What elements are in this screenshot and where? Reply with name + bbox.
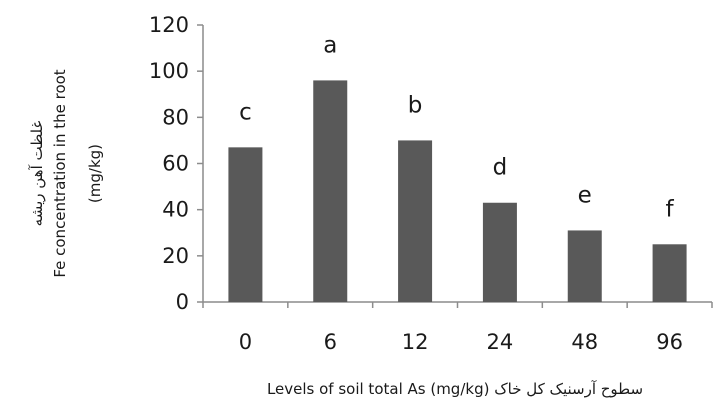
x-axis-title: Levels of soil total As (mg/kg) سطوح آرس…: [267, 380, 643, 398]
x-tick-label: 12: [402, 330, 429, 354]
x-tick-label: 96: [656, 330, 683, 354]
significance-letter: c: [239, 99, 252, 125]
bar: [313, 80, 348, 303]
significance-letter: a: [323, 32, 337, 58]
bar: [228, 147, 263, 302]
bar: [567, 230, 602, 302]
y-axis-title-line: غلظت آهن ریشه: [28, 120, 46, 226]
y-tick-label: 100: [149, 59, 189, 83]
y-axis-title-line: Fe concentration in the root: [51, 69, 69, 277]
x-axis: 0 6 12 24 48 96: [202, 301, 713, 354]
y-axis-title: غلظت آهن ریشه Fe concentration in the roo…: [28, 69, 104, 277]
significance-letters: c a b d e f: [239, 32, 674, 222]
y-axis-title-line: (mg/kg): [86, 144, 104, 203]
significance-letter: f: [666, 196, 675, 222]
bars: [228, 80, 687, 303]
y-tick-label: 20: [162, 244, 189, 268]
y-tick-label: 40: [162, 198, 189, 222]
bar: [482, 202, 517, 302]
bar: [398, 140, 433, 302]
y-axis: 0 20 40 60 80 100 120: [149, 13, 204, 314]
y-tick-label: 80: [162, 105, 189, 129]
bar: [652, 244, 687, 302]
x-tick-label: 24: [487, 330, 514, 354]
y-tick-label: 120: [149, 13, 189, 37]
x-tick-label: 6: [324, 330, 337, 354]
x-tick-label: 48: [571, 330, 598, 354]
significance-letter: e: [578, 182, 592, 208]
significance-letter: b: [408, 92, 423, 118]
y-tick-label: 0: [176, 290, 189, 314]
x-tick-label: 0: [239, 330, 252, 354]
significance-letter: d: [493, 155, 508, 181]
y-tick-label: 60: [162, 152, 189, 176]
